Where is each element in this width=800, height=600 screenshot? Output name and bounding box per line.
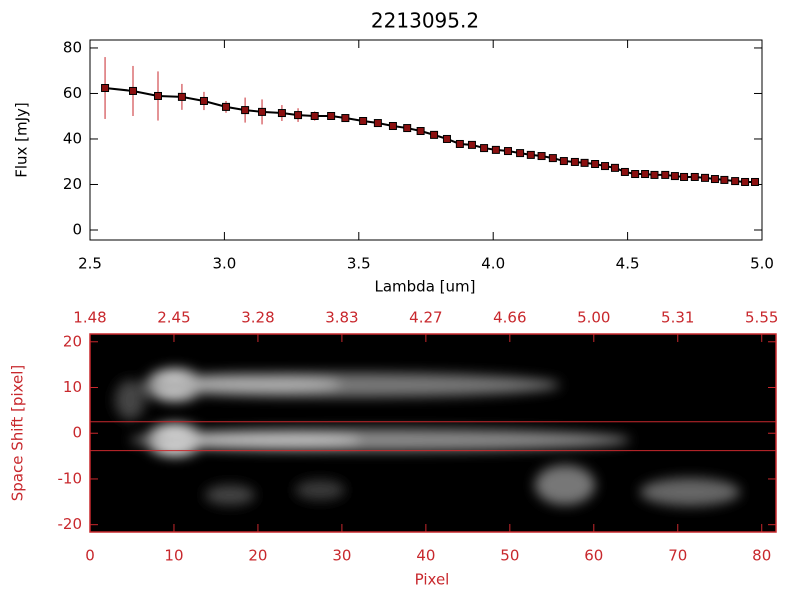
marker <box>129 86 138 95</box>
marker <box>442 134 451 143</box>
y-tick-label: 60 <box>63 84 82 102</box>
marker <box>101 84 110 93</box>
x2-tick-label: 3.28 <box>241 309 274 327</box>
marker <box>610 163 619 172</box>
x2-tick-label: 5.00 <box>577 309 610 327</box>
marker <box>680 172 689 181</box>
y-tick-label: 0 <box>72 424 82 442</box>
x2-tick-label: 5.31 <box>661 309 694 327</box>
spectrum-image <box>115 369 740 506</box>
marker <box>601 162 610 171</box>
x2-tick-label: 4.66 <box>493 309 526 327</box>
marker <box>580 158 589 167</box>
marker <box>491 145 500 154</box>
x-tick-label: 70 <box>668 547 687 565</box>
y-tick-label: 20 <box>63 175 82 193</box>
x-tick-label: 0 <box>85 547 95 565</box>
x-tick-label: 2.5 <box>78 255 102 273</box>
marker <box>154 91 163 100</box>
marker <box>731 177 740 186</box>
y-tick-label: 10 <box>63 378 82 396</box>
marker <box>258 107 267 116</box>
x-tick-label: 3.0 <box>212 255 236 273</box>
x-tick-label: 30 <box>332 547 351 565</box>
marker <box>294 111 303 120</box>
marker <box>403 124 412 133</box>
marker <box>548 154 557 163</box>
marker <box>177 92 186 101</box>
marker <box>480 144 489 153</box>
x2-tick-label: 4.27 <box>409 309 442 327</box>
marker <box>310 111 319 120</box>
marker <box>241 106 250 115</box>
y-tick-label: 80 <box>63 38 82 56</box>
x-tick-label: 4.5 <box>616 255 640 273</box>
marker <box>455 139 464 148</box>
x2-tick-label: 5.55 <box>745 309 778 327</box>
marker <box>222 102 231 111</box>
marker <box>199 96 208 105</box>
x-tick-label: 3.5 <box>347 255 371 273</box>
marker <box>416 127 425 136</box>
y-tick-label: 0 <box>72 220 82 238</box>
x-tick-label: 4.0 <box>481 255 505 273</box>
x-tick-label: 20 <box>248 547 267 565</box>
marker <box>690 172 699 181</box>
y-tick-label: 20 <box>63 332 82 350</box>
marker <box>516 149 525 158</box>
marker <box>359 117 368 126</box>
x2-tick-label: 3.83 <box>325 309 358 327</box>
marker <box>467 140 476 149</box>
marker <box>741 177 750 186</box>
x-axis-label: Pixel <box>415 571 450 589</box>
marker <box>327 111 336 120</box>
x2-tick-label: 1.48 <box>73 309 106 327</box>
plot-frame <box>89 39 763 241</box>
x-axis-label: Lambda [um] <box>375 278 476 296</box>
marker <box>641 170 650 179</box>
marker <box>720 175 729 184</box>
y-axis-label: Flux [mJy] <box>13 102 31 178</box>
marker <box>373 119 382 128</box>
marker <box>341 114 350 123</box>
y-tick-label: -10 <box>58 469 83 487</box>
y-tick-label: -20 <box>58 515 83 533</box>
y-tick-label: 40 <box>63 129 82 147</box>
marker <box>661 170 670 179</box>
marker <box>430 130 439 139</box>
marker <box>631 170 640 179</box>
marker <box>388 122 397 131</box>
x-tick-label: 5.0 <box>750 255 774 273</box>
x2-tick-label: 2.45 <box>157 309 190 327</box>
chart-title: 2213095.2 <box>371 9 479 33</box>
plot-frame <box>89 333 777 533</box>
marker <box>670 172 679 181</box>
marker <box>620 167 629 176</box>
marker <box>650 170 659 179</box>
marker <box>559 157 568 166</box>
marker <box>570 157 579 166</box>
x-tick-label: 50 <box>500 547 519 565</box>
marker <box>526 150 535 159</box>
marker <box>277 109 286 118</box>
x-tick-label: 60 <box>584 547 603 565</box>
marker <box>751 177 760 186</box>
x-tick-label: 80 <box>752 547 771 565</box>
marker <box>591 160 600 169</box>
y-axis-label: Space Shift [pixel] <box>9 365 27 502</box>
x-tick-label: 10 <box>164 547 183 565</box>
marker <box>710 175 719 184</box>
marker <box>503 147 512 156</box>
marker <box>701 173 710 182</box>
x-tick-label: 40 <box>416 547 435 565</box>
marker <box>537 152 546 161</box>
